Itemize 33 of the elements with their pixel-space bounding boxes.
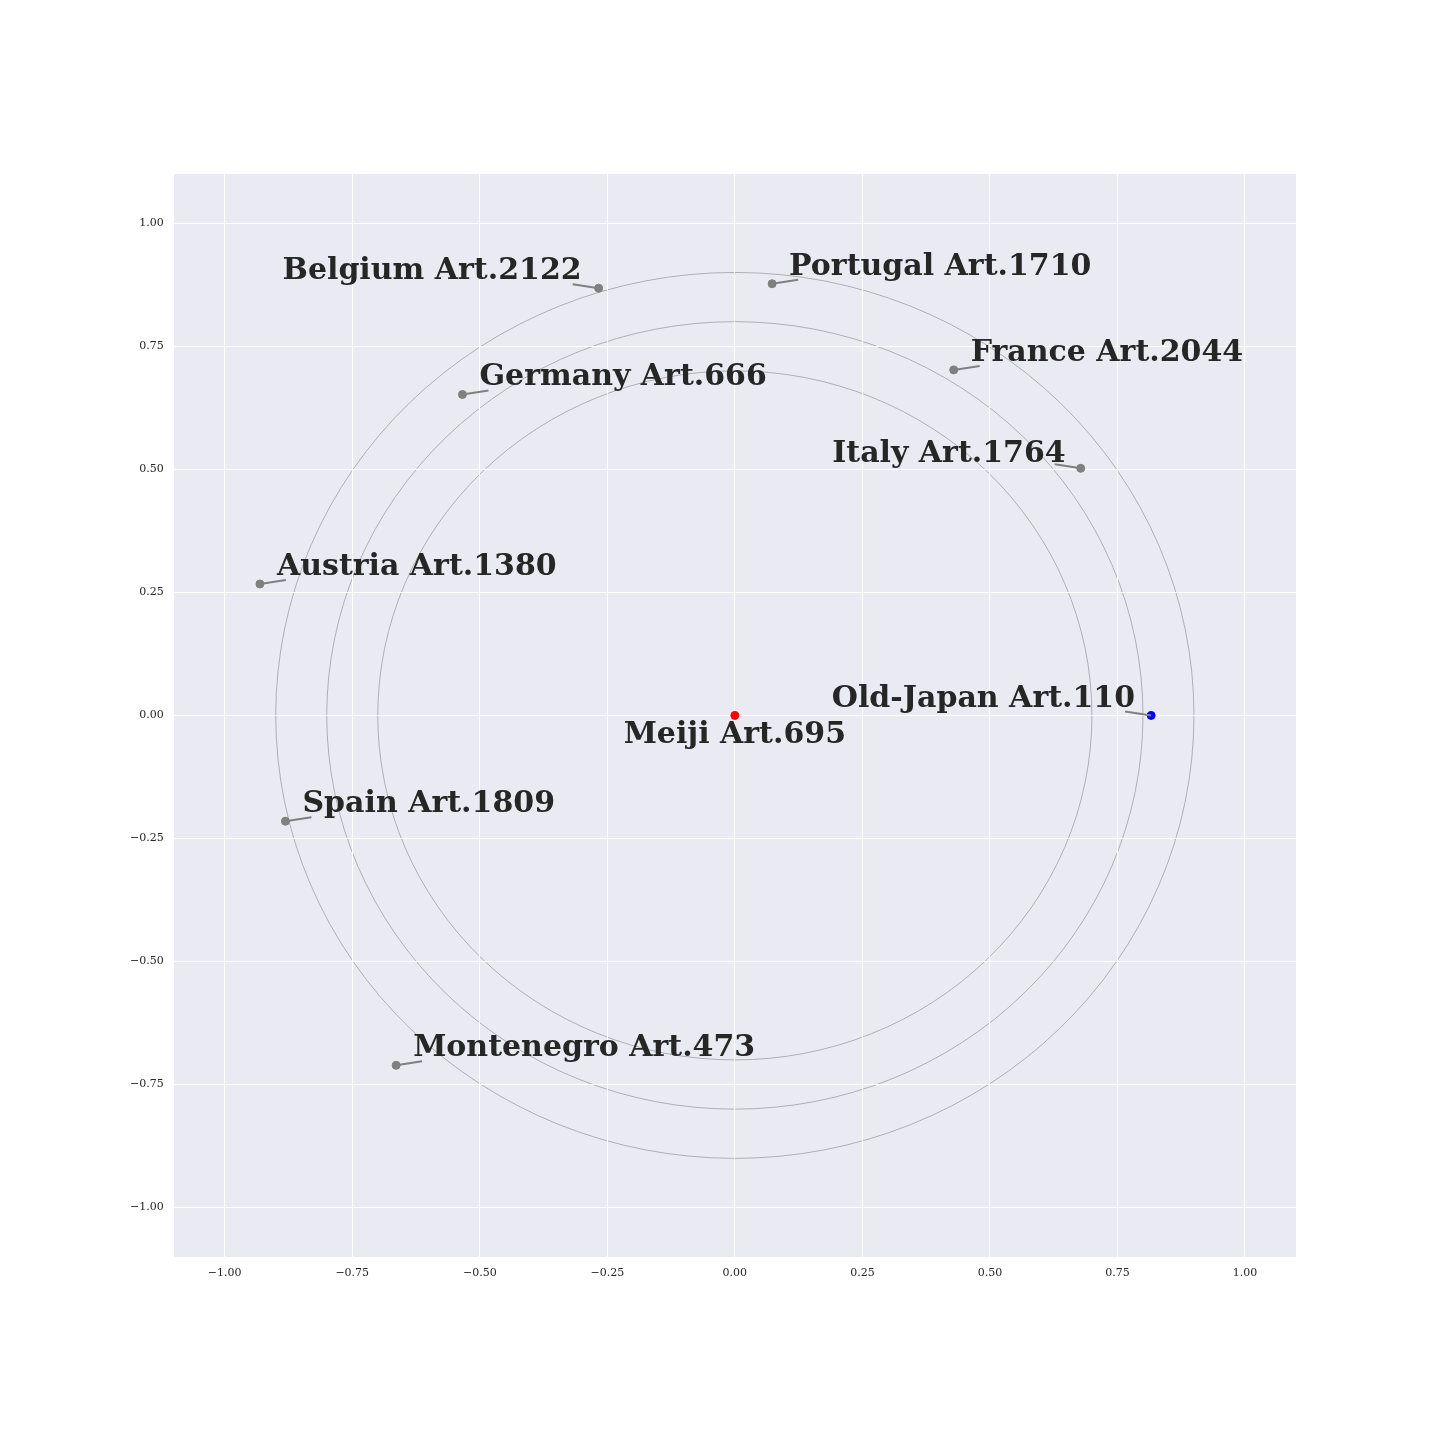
point — [949, 365, 959, 375]
annotation: Spain Art.1809 — [302, 784, 556, 820]
x-tick-label: −0.25 — [590, 1266, 625, 1280]
point — [1076, 463, 1086, 473]
y-tick-label: 0.75 — [139, 339, 164, 353]
point — [767, 279, 777, 289]
annotation: Austria Art.1380 — [275, 546, 557, 582]
annotation: Germany Art.666 — [479, 357, 767, 393]
x-tick-label: 0.50 — [977, 1266, 1003, 1280]
x-tick-label: −0.50 — [462, 1266, 497, 1280]
x-tick-label: 1.00 — [1232, 1266, 1258, 1280]
x-tick-label: 0.75 — [1105, 1266, 1130, 1280]
x-tick-label: 0.00 — [722, 1266, 748, 1280]
y-tick-label: −0.25 — [129, 831, 164, 845]
y-tick-label: 1.00 — [139, 216, 164, 230]
annotation: Portugal Art.1710 — [789, 246, 1092, 282]
y-tick-label: 0.25 — [139, 585, 164, 599]
y-tick-label: −0.75 — [129, 1077, 164, 1091]
annotation: Montenegro Art.473 — [413, 1028, 756, 1064]
point — [255, 579, 265, 589]
annotation: Old-Japan Art.110 — [831, 679, 1136, 715]
annotation: Italy Art.1764 — [832, 434, 1066, 470]
annotation: Belgium Art.2122 — [282, 251, 582, 287]
annotation: Meiji Art.695 — [623, 715, 847, 751]
x-tick-label: 0.25 — [850, 1266, 875, 1280]
x-tick-label: −0.75 — [335, 1266, 370, 1280]
y-tick-label: −1.00 — [129, 1200, 164, 1214]
annotation: France Art.2044 — [970, 332, 1244, 368]
y-tick-label: −0.50 — [129, 954, 164, 968]
y-tick-label: 0.00 — [139, 708, 164, 722]
x-tick-label: −1.00 — [207, 1266, 242, 1280]
point — [457, 390, 467, 399]
y-tick-label: 0.50 — [139, 462, 164, 476]
